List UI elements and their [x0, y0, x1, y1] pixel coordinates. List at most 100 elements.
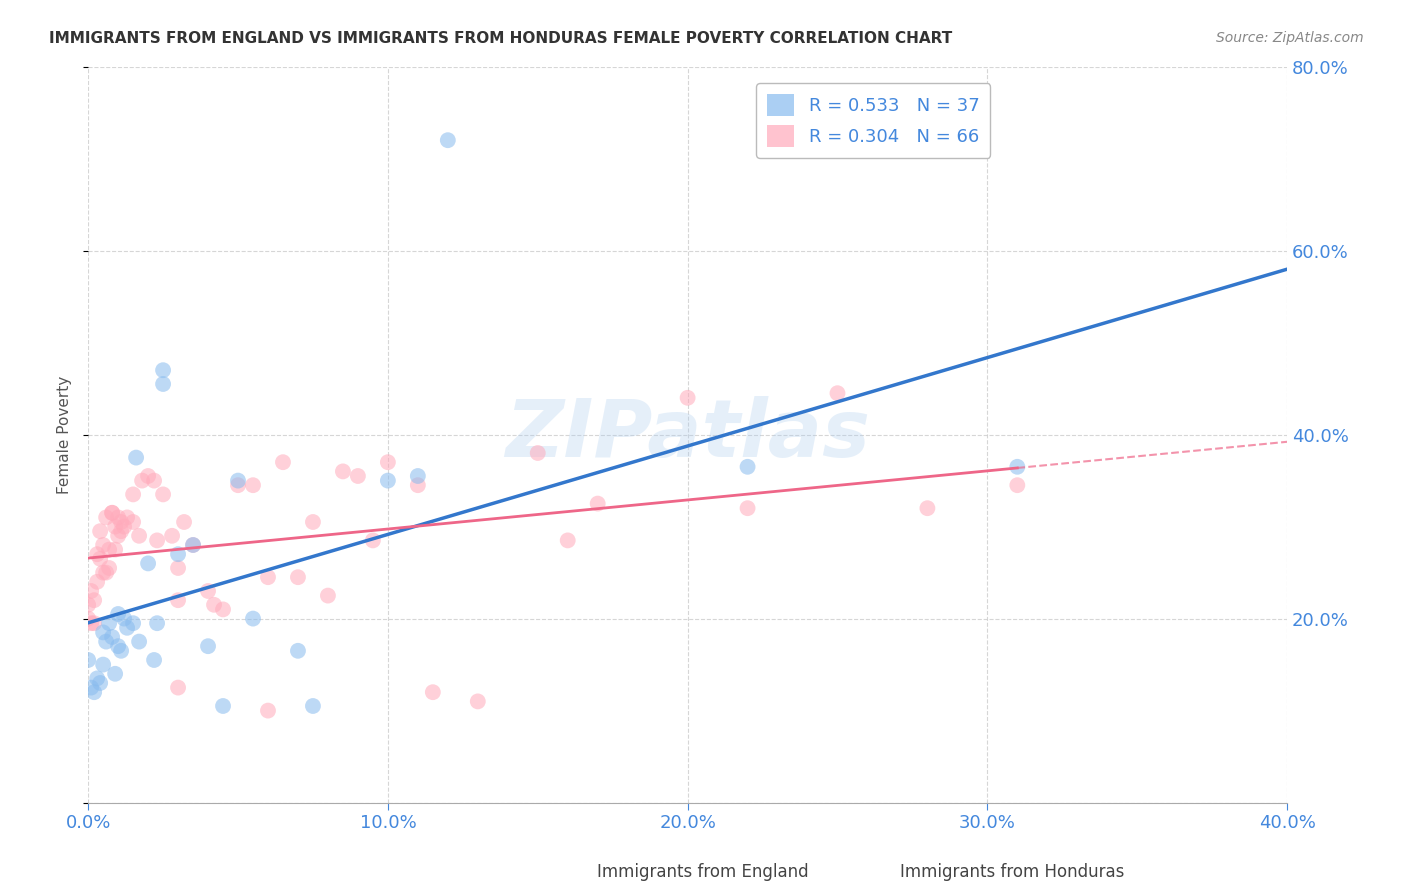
Point [94, 510, 117, 524]
Point [347, 469, 370, 483]
Point [377, 474, 399, 488]
Point [316, 589, 339, 603]
Point [173, 515, 195, 529]
Point [136, 469, 159, 483]
Point [676, 391, 699, 405]
Point [1007, 478, 1029, 492]
Text: Immigrants from Honduras: Immigrants from Honduras [900, 863, 1125, 881]
Point [167, 681, 190, 695]
Point [557, 533, 579, 548]
Point [101, 630, 124, 644]
Point [406, 478, 429, 492]
Point [77, 653, 100, 667]
Point [115, 621, 138, 635]
Point [302, 698, 325, 713]
Point [107, 639, 129, 653]
Point [94, 634, 117, 648]
Point [104, 666, 127, 681]
Point [89, 551, 111, 566]
Point [526, 446, 548, 460]
Point [94, 566, 117, 580]
Point [91, 625, 114, 640]
Point [112, 611, 135, 625]
Point [202, 598, 225, 612]
Point [257, 570, 280, 584]
Point [101, 506, 124, 520]
Point [91, 538, 114, 552]
Point [122, 487, 145, 501]
Point [86, 547, 108, 561]
Legend: R = 0.533   N = 37, R = 0.304   N = 66: R = 0.533 N = 37, R = 0.304 N = 66 [756, 83, 990, 158]
Point [128, 634, 150, 648]
Point [98, 616, 121, 631]
Point [197, 584, 219, 599]
Point [128, 529, 150, 543]
Point [287, 570, 309, 584]
Point [80, 681, 103, 695]
Point [152, 363, 174, 377]
Point [107, 607, 129, 621]
Point [737, 501, 759, 516]
Point [226, 478, 249, 492]
Point [586, 497, 609, 511]
Point [302, 515, 325, 529]
Point [98, 542, 121, 557]
Point [422, 685, 444, 699]
Point [77, 611, 100, 625]
Point [110, 644, 132, 658]
Point [257, 704, 280, 718]
Point [152, 487, 174, 501]
Point [110, 524, 132, 539]
Point [112, 519, 135, 533]
Point [131, 474, 153, 488]
Point [212, 698, 235, 713]
Point [406, 469, 429, 483]
Point [167, 547, 190, 561]
Point [212, 602, 235, 616]
Point [104, 542, 127, 557]
Point [181, 538, 204, 552]
Point [143, 474, 166, 488]
Point [115, 510, 138, 524]
Point [197, 639, 219, 653]
Point [80, 616, 103, 631]
Point [136, 557, 159, 571]
Point [89, 676, 111, 690]
Point [242, 611, 264, 625]
Point [242, 478, 264, 492]
Point [122, 515, 145, 529]
Point [80, 584, 103, 599]
Point [167, 561, 190, 575]
Text: ZIPatlas: ZIPatlas [505, 395, 870, 474]
Point [377, 455, 399, 469]
Point [146, 616, 169, 631]
Point [146, 533, 169, 548]
Point [86, 574, 108, 589]
Point [98, 561, 121, 575]
Point [143, 653, 166, 667]
Point [91, 657, 114, 672]
Y-axis label: Female Poverty: Female Poverty [58, 376, 72, 494]
Point [77, 598, 100, 612]
Point [122, 616, 145, 631]
Point [83, 685, 105, 699]
Point [181, 538, 204, 552]
Text: IMMIGRANTS FROM ENGLAND VS IMMIGRANTS FROM HONDURAS FEMALE POVERTY CORRELATION C: IMMIGRANTS FROM ENGLAND VS IMMIGRANTS FR… [49, 31, 952, 46]
Point [332, 464, 354, 478]
Point [160, 529, 183, 543]
Point [467, 694, 489, 708]
Point [107, 510, 129, 524]
Point [110, 515, 132, 529]
Point [91, 566, 114, 580]
Point [86, 672, 108, 686]
Point [437, 133, 460, 147]
Point [101, 506, 124, 520]
Point [83, 616, 105, 631]
Point [1007, 459, 1029, 474]
Point [917, 501, 939, 516]
Point [104, 519, 127, 533]
Point [287, 644, 309, 658]
Point [152, 376, 174, 391]
Point [83, 593, 105, 607]
Point [125, 450, 148, 465]
